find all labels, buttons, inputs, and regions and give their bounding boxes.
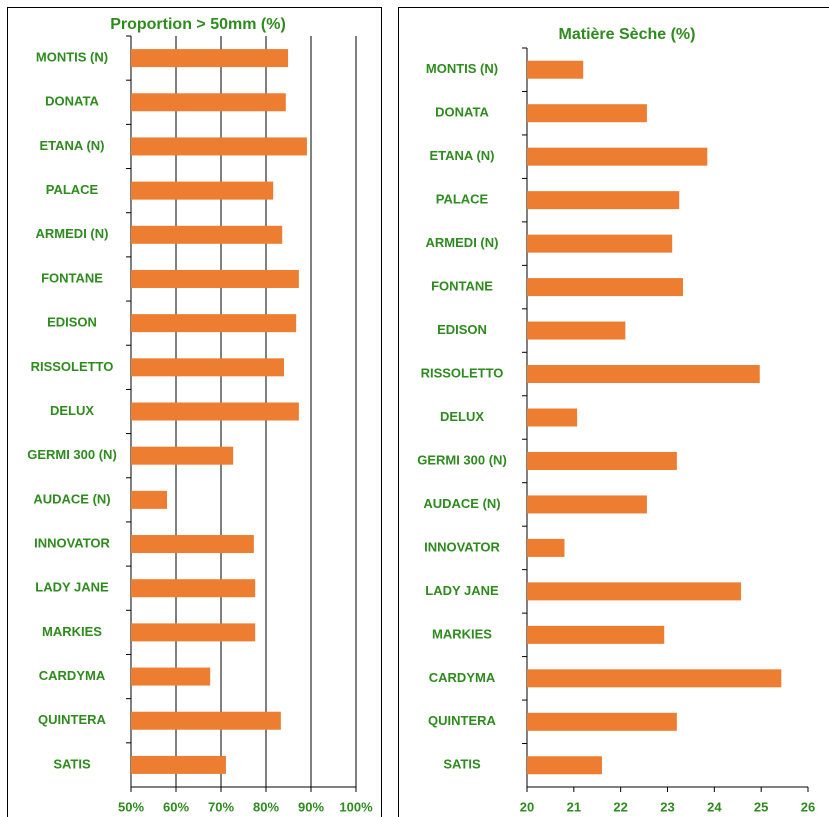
x-tick-label: 21 bbox=[567, 799, 581, 814]
y-tick-label: CARDYMA bbox=[39, 668, 106, 683]
y-tick-label: PALACE bbox=[46, 182, 99, 197]
bar bbox=[527, 104, 647, 123]
bar bbox=[131, 711, 281, 730]
bar bbox=[527, 191, 680, 210]
y-tick-label: INNOVATOR bbox=[424, 539, 500, 554]
x-tick-label: 60% bbox=[163, 799, 189, 814]
y-tick-label: LADY JANE bbox=[35, 580, 109, 595]
bar bbox=[527, 147, 708, 166]
y-tick-label: MARKIES bbox=[432, 626, 492, 641]
x-tick-label: 22 bbox=[613, 799, 627, 814]
panel-border bbox=[7, 7, 382, 817]
y-tick-label: DELUX bbox=[50, 403, 94, 418]
x-tick-label: 24 bbox=[707, 799, 722, 814]
x-tick-label: 80% bbox=[253, 799, 279, 814]
bar bbox=[131, 446, 234, 465]
y-tick-label: RISSOLETTO bbox=[31, 359, 114, 374]
x-tick-label: 50% bbox=[118, 799, 144, 814]
y-tick-label: DELUX bbox=[440, 409, 484, 424]
bar bbox=[527, 365, 760, 384]
y-tick-label: PALACE bbox=[436, 192, 489, 207]
y-tick-label: AUDACE (N) bbox=[423, 496, 500, 511]
bar bbox=[131, 358, 284, 377]
bar bbox=[131, 623, 256, 642]
x-tick-label: 70% bbox=[208, 799, 234, 814]
bar bbox=[527, 408, 578, 427]
y-tick-label: DONATA bbox=[45, 94, 99, 109]
y-tick-label: ETANA (N) bbox=[430, 148, 495, 163]
y-tick-label: MARKIES bbox=[42, 624, 102, 639]
y-tick-label: AUDACE (N) bbox=[33, 491, 110, 506]
bar bbox=[527, 234, 673, 253]
bar bbox=[527, 495, 647, 514]
bar bbox=[131, 181, 274, 200]
y-tick-label: FONTANE bbox=[41, 270, 103, 285]
y-tick-label: QUINTERA bbox=[428, 713, 497, 728]
chart-title: Proportion > 50mm (%) bbox=[110, 16, 286, 33]
bar bbox=[527, 625, 665, 644]
bar bbox=[527, 756, 602, 775]
x-tick-label: 26 bbox=[801, 799, 815, 814]
bar bbox=[131, 579, 256, 598]
bar bbox=[527, 278, 683, 297]
y-tick-label: LADY JANE bbox=[425, 583, 499, 598]
chart-title: Matière Sèche (%) bbox=[559, 26, 696, 43]
bar bbox=[131, 49, 289, 68]
y-tick-label: MONTIS (N) bbox=[426, 61, 498, 76]
bar bbox=[527, 582, 742, 601]
bar bbox=[527, 60, 584, 79]
bar bbox=[131, 269, 299, 288]
bar bbox=[131, 402, 299, 421]
bar bbox=[527, 538, 565, 557]
x-tick-label: 23 bbox=[660, 799, 674, 814]
bar bbox=[527, 321, 626, 340]
y-tick-label: QUINTERA bbox=[38, 712, 107, 727]
y-tick-label: ARMEDI (N) bbox=[426, 235, 499, 250]
y-tick-label: SATIS bbox=[53, 756, 91, 771]
y-tick-label: MONTIS (N) bbox=[36, 50, 108, 65]
bar bbox=[131, 755, 226, 774]
x-tick-label: 90% bbox=[298, 799, 324, 814]
x-tick-label: 20 bbox=[520, 799, 534, 814]
bar bbox=[131, 314, 297, 333]
y-tick-label: DONATA bbox=[435, 105, 489, 120]
y-tick-label: ARMEDI (N) bbox=[36, 226, 109, 241]
bar bbox=[131, 667, 211, 686]
bar bbox=[131, 535, 254, 554]
y-tick-label: CARDYMA bbox=[429, 670, 496, 685]
bar bbox=[527, 712, 677, 731]
x-tick-label: 100% bbox=[339, 799, 373, 814]
y-tick-label: SATIS bbox=[443, 757, 481, 772]
x-tick-label: 25 bbox=[754, 799, 768, 814]
panel-border bbox=[398, 7, 829, 817]
y-tick-label: GERMI 300 (N) bbox=[27, 447, 117, 462]
bar bbox=[131, 225, 283, 244]
y-tick-label: RISSOLETTO bbox=[421, 365, 504, 380]
y-tick-label: EDISON bbox=[47, 315, 97, 330]
bar bbox=[527, 451, 677, 470]
bar bbox=[131, 93, 286, 112]
bar bbox=[131, 137, 307, 156]
y-tick-label: FONTANE bbox=[431, 279, 493, 294]
bar bbox=[131, 490, 167, 509]
y-tick-label: ETANA (N) bbox=[40, 138, 105, 153]
y-tick-label: GERMI 300 (N) bbox=[417, 452, 507, 467]
y-tick-label: EDISON bbox=[437, 322, 487, 337]
bar bbox=[527, 669, 782, 688]
y-tick-label: INNOVATOR bbox=[34, 535, 110, 550]
